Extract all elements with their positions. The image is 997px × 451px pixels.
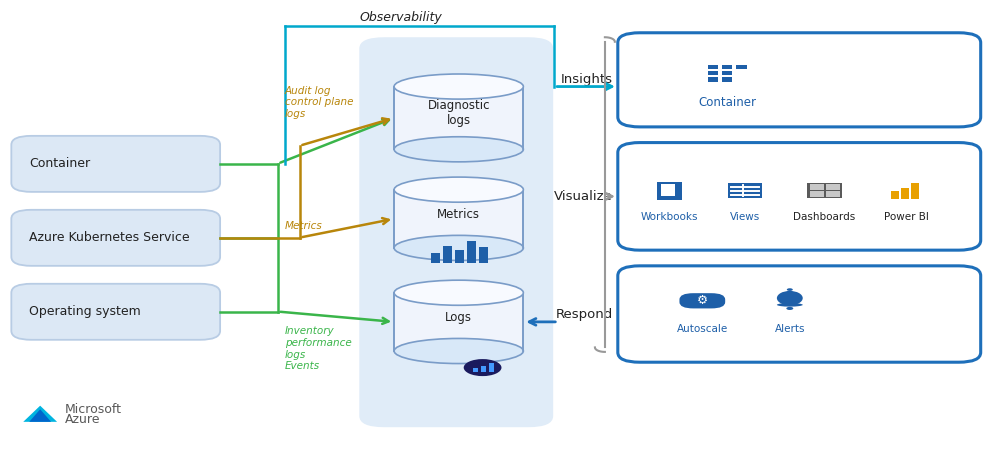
FancyBboxPatch shape	[473, 368, 478, 372]
FancyBboxPatch shape	[810, 184, 824, 190]
FancyBboxPatch shape	[431, 253, 440, 263]
Text: Autoscale: Autoscale	[677, 324, 728, 335]
FancyBboxPatch shape	[810, 191, 824, 197]
Text: Logs: Logs	[446, 311, 473, 324]
FancyBboxPatch shape	[479, 247, 488, 263]
FancyBboxPatch shape	[657, 182, 682, 199]
FancyBboxPatch shape	[455, 249, 464, 263]
Polygon shape	[29, 409, 51, 422]
FancyBboxPatch shape	[395, 189, 522, 248]
Text: Metrics: Metrics	[438, 208, 481, 221]
FancyBboxPatch shape	[11, 210, 220, 266]
Text: Insights: Insights	[561, 73, 613, 86]
Text: Visualize: Visualize	[554, 190, 613, 203]
FancyBboxPatch shape	[722, 71, 733, 75]
FancyBboxPatch shape	[901, 188, 909, 199]
Ellipse shape	[787, 307, 794, 310]
Ellipse shape	[464, 359, 501, 376]
FancyBboxPatch shape	[679, 293, 725, 308]
Text: Operating system: Operating system	[29, 305, 141, 318]
Ellipse shape	[394, 74, 523, 99]
Text: Dashboards: Dashboards	[794, 212, 855, 222]
FancyBboxPatch shape	[728, 184, 763, 198]
Ellipse shape	[394, 177, 523, 202]
Ellipse shape	[787, 288, 793, 291]
FancyBboxPatch shape	[489, 363, 494, 372]
FancyBboxPatch shape	[661, 184, 675, 196]
Ellipse shape	[777, 303, 803, 307]
Ellipse shape	[394, 338, 523, 364]
FancyBboxPatch shape	[11, 284, 220, 340]
FancyBboxPatch shape	[618, 33, 981, 127]
FancyBboxPatch shape	[708, 77, 718, 82]
Text: Observability: Observability	[359, 11, 442, 24]
FancyBboxPatch shape	[395, 87, 522, 149]
FancyBboxPatch shape	[395, 293, 522, 350]
FancyBboxPatch shape	[736, 64, 747, 69]
Ellipse shape	[394, 137, 523, 162]
Text: Microsoft: Microsoft	[65, 403, 122, 416]
Text: Diagnostic
logs: Diagnostic logs	[428, 99, 490, 128]
Text: Workbooks: Workbooks	[641, 212, 698, 222]
Text: Inventory
performance
logs
Events: Inventory performance logs Events	[285, 327, 352, 371]
Text: Metrics: Metrics	[285, 221, 322, 231]
FancyBboxPatch shape	[722, 77, 733, 82]
Text: Views: Views	[730, 212, 760, 222]
FancyBboxPatch shape	[359, 37, 553, 427]
Ellipse shape	[777, 291, 803, 305]
FancyBboxPatch shape	[11, 136, 220, 192]
Text: Container: Container	[698, 96, 756, 109]
FancyBboxPatch shape	[394, 293, 523, 351]
Text: Power BI: Power BI	[883, 212, 928, 222]
FancyBboxPatch shape	[722, 64, 733, 69]
FancyBboxPatch shape	[826, 191, 839, 197]
Text: Alerts: Alerts	[775, 324, 805, 335]
FancyBboxPatch shape	[891, 191, 899, 199]
Text: Azure Kubernetes Service: Azure Kubernetes Service	[29, 231, 189, 244]
FancyBboxPatch shape	[911, 183, 919, 199]
FancyBboxPatch shape	[394, 189, 523, 248]
FancyBboxPatch shape	[618, 266, 981, 362]
FancyBboxPatch shape	[394, 87, 523, 149]
FancyBboxPatch shape	[826, 184, 839, 190]
Text: Audit log
control plane
logs: Audit log control plane logs	[285, 86, 353, 119]
FancyBboxPatch shape	[708, 71, 718, 75]
Ellipse shape	[394, 280, 523, 305]
Ellipse shape	[394, 235, 523, 261]
FancyBboxPatch shape	[443, 246, 452, 263]
Text: Azure: Azure	[65, 413, 101, 426]
FancyBboxPatch shape	[808, 184, 842, 198]
FancyBboxPatch shape	[467, 241, 476, 263]
Text: Container: Container	[29, 157, 91, 170]
Text: ⚙: ⚙	[697, 295, 708, 307]
FancyBboxPatch shape	[618, 143, 981, 250]
FancyBboxPatch shape	[481, 366, 486, 372]
Polygon shape	[23, 406, 57, 422]
Text: Respond: Respond	[555, 308, 613, 321]
FancyBboxPatch shape	[708, 64, 718, 69]
